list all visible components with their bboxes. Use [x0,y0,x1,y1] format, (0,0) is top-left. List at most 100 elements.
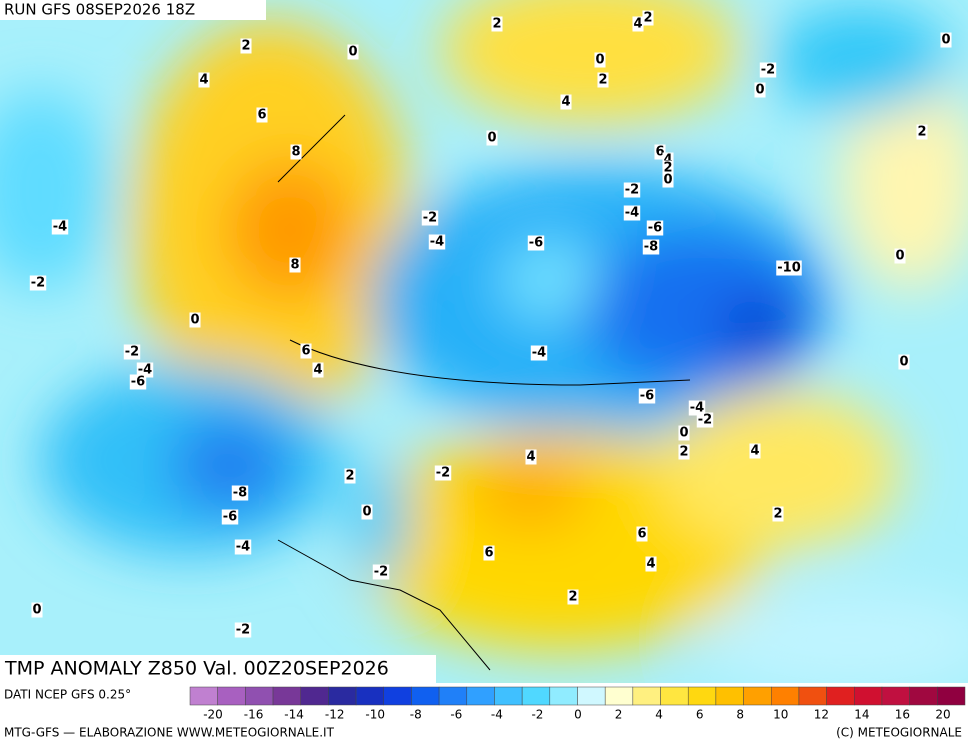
contour-label: 2 [917,125,926,140]
label-box [347,44,359,60]
label-box [662,172,674,188]
colorbar-tick-label: -14 [284,708,304,722]
contour-label: 6 [655,145,664,160]
label-box [678,425,690,441]
label-box [646,220,664,236]
colorbar-tick-label: -8 [410,708,422,722]
label-box [642,239,660,255]
label-box [594,52,606,68]
label-box [662,152,674,168]
label-box [344,468,356,484]
label-box [136,362,154,378]
colorbar-tick-label: -12 [325,708,345,722]
label-box [597,72,609,88]
run-title: RUN GFS 08SEP2026 18Z [4,1,195,19]
label-box [198,72,210,88]
label-box [632,16,644,32]
contour-label: 6 [257,108,266,123]
color-box [743,686,772,706]
color-box [494,686,523,706]
contour-label: -2 [31,276,45,291]
colorbar-tick-label: 14 [854,708,869,722]
footer-right: (C) METEOGIORNALE [836,726,962,740]
color-box [521,686,551,706]
label-box [234,622,252,638]
label-box [421,210,439,226]
label-box [312,362,324,378]
color-box [632,686,661,706]
label-box [29,275,47,291]
colorbar: -20 -16 -14 -12 -10 -8 -6 -4 -2 0 2 4 6 8 10 12 14 16 20 [189,686,966,722]
label-box [234,539,252,555]
source-label: DATI NCEP GFS 0.25° [4,688,131,702]
contour-label: 2 [492,17,501,32]
label-box [256,107,268,123]
color-box [854,686,883,706]
contour-label: -4 [532,346,546,361]
label-box [772,506,784,522]
border-line [277,114,691,386]
color-box [604,686,634,706]
contour-label: 0 [663,173,672,188]
color-box [300,686,329,706]
label-box [754,82,766,98]
contour-label: -6 [223,510,237,525]
contour-label: 0 [362,505,371,520]
colorbar-tick-label: -20 [203,708,223,722]
label-box [290,144,302,160]
label-box [776,260,802,276]
colorbar-tick-label: -6 [450,708,462,722]
contour-label: -2 [698,413,712,428]
color-box [189,686,218,706]
contour-label: -6 [131,375,145,390]
label-box [654,144,666,160]
contour-label: 2 [679,445,688,460]
label-box [123,344,141,360]
label-box [31,602,43,618]
colorbar-tick-label: -2 [531,708,543,722]
colorbar-tick-label: 6 [696,708,704,722]
label-box [428,234,446,250]
colorbar-tick-label: 12 [814,708,829,722]
contour-label: 0 [190,313,199,328]
contour-label: 0 [348,45,357,60]
label-box [916,124,928,140]
label-box [483,545,495,561]
color-box [549,686,578,706]
label-box [289,257,301,273]
contour-label: -4 [236,540,250,555]
color-box [771,686,800,706]
label-box [491,16,503,32]
color-box [577,686,606,706]
contour-label: -2 [625,183,639,198]
color-box [798,686,827,706]
colorbar-tick-label: -10 [365,708,385,722]
colorbar-tick-label: 16 [895,708,910,722]
label-box [240,38,252,54]
contour-label: -2 [125,345,139,360]
label-box [894,248,906,264]
contour-label: -2 [374,565,388,580]
contour-label: 0 [941,33,950,48]
color-box [245,686,274,706]
contour-label: -10 [777,261,801,276]
contour-label: 2 [598,73,607,88]
contour-label: 4 [313,363,322,378]
contour-label: -2 [423,211,437,226]
label-box [696,412,714,428]
label-box [662,160,674,176]
colorbar-tick-label: -4 [491,708,503,722]
contour-label: 6 [301,344,310,359]
label-box [189,312,201,328]
caption: TMP ANOMALY Z850 Val. 00Z20SEP2026 [4,658,389,680]
caption-box [0,655,436,683]
contour-label: 0 [595,53,604,68]
colorbar-tick-label: 4 [655,708,663,722]
contour-label: 4 [646,557,655,572]
colorbar-tick-label: 20 [935,708,950,722]
contour-label: -8 [644,240,658,255]
contour-label: 8 [291,145,300,160]
label-box [623,205,641,221]
contour-label: -6 [648,221,662,236]
